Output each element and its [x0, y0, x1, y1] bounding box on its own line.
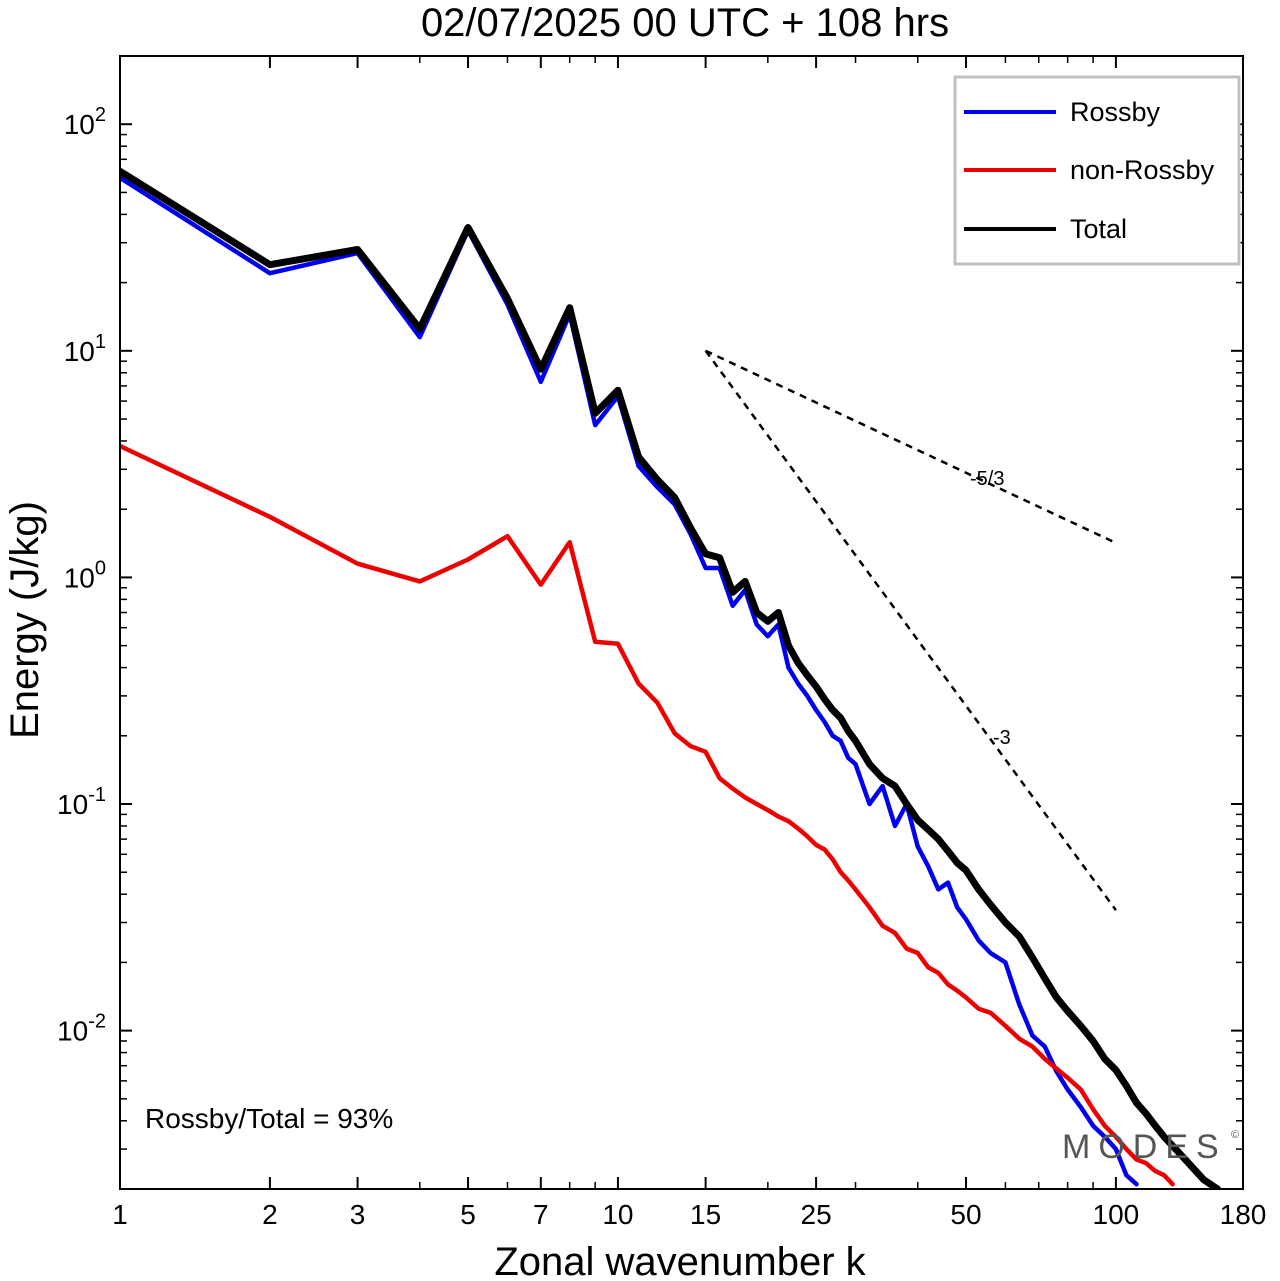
- x-tick-label: 50: [950, 1199, 981, 1230]
- chart-title: 02/07/2025 00 UTC + 108 hrs: [421, 1, 949, 45]
- legend-label-non-rossby: non-Rossby: [1070, 155, 1215, 185]
- plot-frame: [119, 55, 1244, 1190]
- x-tick-label: 5: [460, 1199, 476, 1230]
- modes-watermark: MODES: [1062, 1128, 1227, 1166]
- legend: Rossby non-Rossby Total: [953, 75, 1241, 266]
- slope-label-5-3: -5/3: [970, 468, 1004, 490]
- reference-slopes: [704, 349, 1117, 911]
- x-tick-label: 2: [262, 1199, 278, 1230]
- rossby-total-ratio: Rossby/Total = 93%: [145, 1103, 393, 1134]
- reference-line-minus-3: [704, 350, 1117, 911]
- series-line-rossby: [120, 175, 1139, 1187]
- reference-line-minus-5-3: [705, 349, 1117, 545]
- copyright-symbol: ©: [1231, 1129, 1239, 1141]
- series-line-total: [120, 167, 1221, 1189]
- y-tick-label: 101: [64, 331, 106, 367]
- x-tick-label: 100: [1093, 1199, 1140, 1230]
- y-tick-label: 10-1: [57, 784, 106, 820]
- x-tick-label: 25: [801, 1199, 832, 1230]
- x-tick-label: 180: [1220, 1199, 1267, 1230]
- x-tick-label: 1: [112, 1199, 128, 1230]
- x-axis-label: Zonal wavenumber k: [494, 1240, 866, 1281]
- legend-label-rossby: Rossby: [1070, 97, 1161, 127]
- legend-label-total: Total: [1070, 214, 1127, 244]
- y-tick-label: 102: [64, 104, 106, 140]
- y-tick-label: 100: [64, 557, 106, 593]
- x-tick-label: 15: [690, 1199, 721, 1230]
- series-lines: [120, 167, 1221, 1189]
- series-line-non-rossby: [120, 443, 1175, 1187]
- x-tick-label: 3: [350, 1199, 366, 1230]
- x-tick-label: 10: [602, 1199, 633, 1230]
- y-tick-label: 10-2: [57, 1011, 106, 1047]
- slope-label-3: -3: [993, 727, 1011, 749]
- x-tick-label: 7: [533, 1199, 549, 1230]
- y-axis-label: Energy (J/kg): [3, 501, 47, 739]
